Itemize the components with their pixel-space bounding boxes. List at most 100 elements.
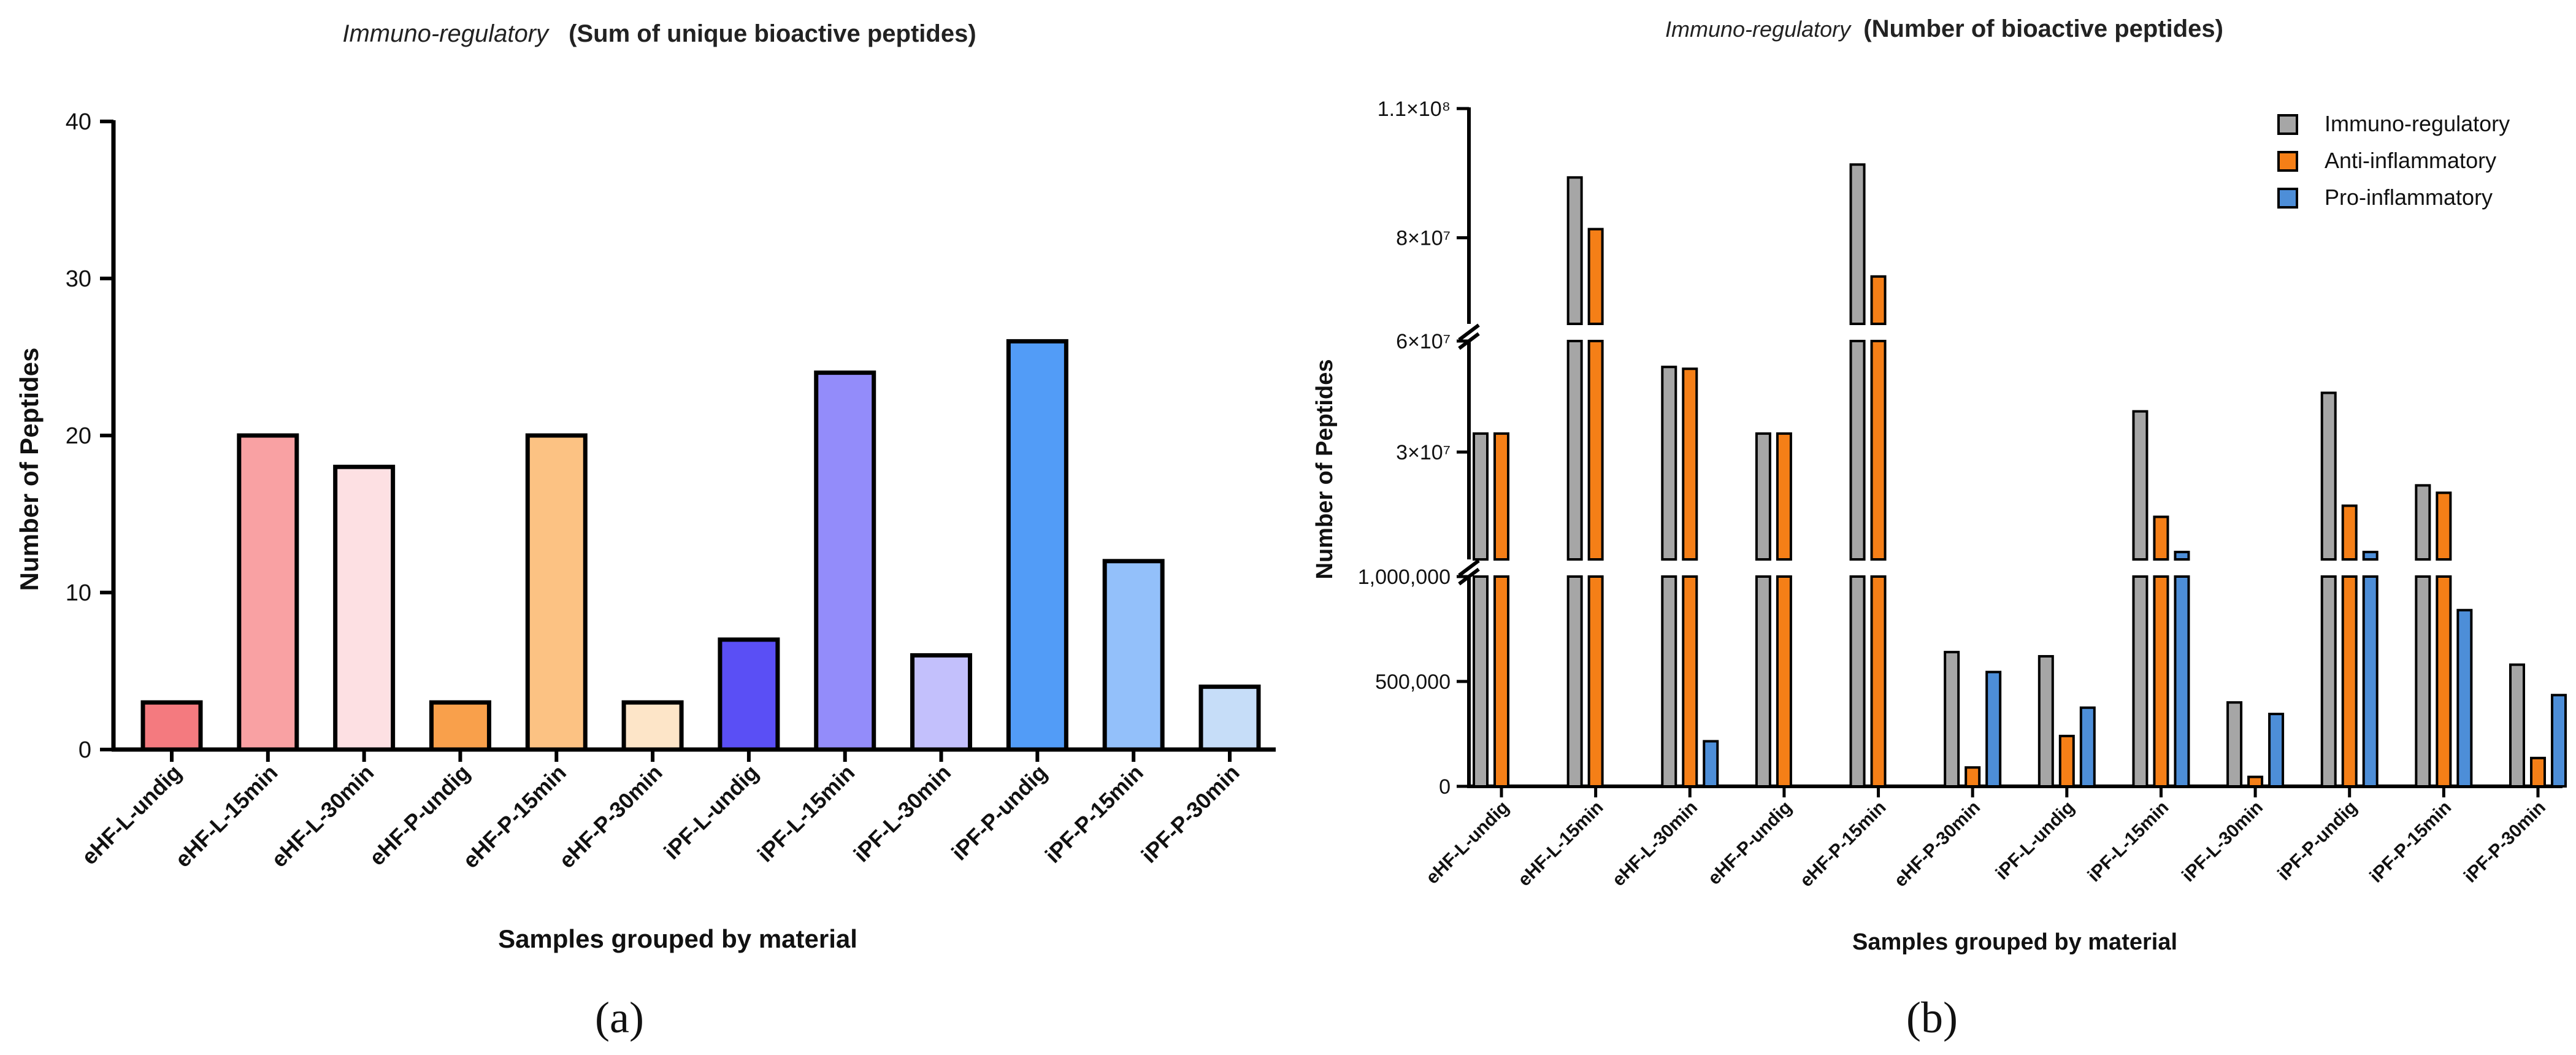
chart-b-y-tick-label: 6×10⁷: [1396, 330, 1451, 353]
chart-a-bar: [718, 637, 780, 752]
chart-b-bar-segment: [2153, 575, 2169, 788]
chart-b-bar: [1870, 275, 1887, 325]
chart-b-bar-segment: [1776, 575, 1792, 788]
chart-b-panel-label: (b): [1906, 993, 1958, 1042]
chart-a-y-tick-label: 20: [66, 423, 91, 449]
chart-b-x-tick-label: iPF-P-15min: [2366, 797, 2455, 887]
chart-a-x-tick-label: iPF-L-15min: [753, 760, 860, 867]
chart-b-x-tick-label: iPF-P-30min: [2460, 797, 2550, 887]
chart-a-x-tick-label: eHF-L-30min: [266, 760, 378, 872]
chart-a-title: Immuno-regulatory (Sum of unique bioacti…: [342, 20, 976, 47]
chart-b: Immuno-regulatory (Number of bioactive p…: [1312, 15, 2567, 1042]
chart-b-legend-swatch: [2277, 114, 2298, 135]
chart-b-axis-break-mark: [1458, 559, 1480, 577]
chart-b-bar-segment: [1682, 575, 1698, 788]
chart-b-bar: [2132, 410, 2149, 561]
chart-b-legend-label: Anti-inflammatory: [2325, 148, 2496, 173]
chart-b-bar: [1682, 367, 1698, 561]
chart-b-y-tick-label: 0: [1439, 775, 1451, 799]
chart-b-title-bold: (Number of bioactive peptides): [1863, 15, 2223, 42]
chart-b-bar-segment: [1566, 340, 1583, 561]
chart-a-y-tick-label: 0: [79, 737, 91, 763]
chart-b-bar-segment: [1755, 575, 1771, 788]
chart-a-y-tick-label: 40: [66, 109, 91, 135]
chart-a-x-label: Samples grouped by material: [498, 924, 857, 953]
chart-b-x-label: Samples grouped by material: [1852, 929, 2177, 955]
chart-b-bar: [2509, 663, 2525, 788]
chart-b-bar-segment: [2320, 575, 2337, 788]
chart-a-bar: [1198, 685, 1261, 752]
chart-a-title-bold: (Sum of unique bioactive peptides): [569, 20, 976, 47]
chart-b-bar-segment: [1870, 340, 1887, 561]
chart-a-x-tick-label: eHF-P-30min: [554, 760, 667, 873]
chart-b-y-tick-label: 8×10⁷: [1396, 227, 1451, 250]
chart-b-bar-segment: [1473, 575, 1489, 788]
chart-b-bar-segment: [1566, 575, 1583, 788]
chart-a-y-tick-label: 30: [66, 266, 91, 292]
chart-b-title-italic: Immuno-regulatory: [1665, 17, 1852, 42]
chart-b-bar: [2058, 734, 2075, 788]
chart-b-plot: 0 500,000 1,000,000 3×10⁷ 6×10⁷ 8×10⁷ 1.1×10⁸ e…: [1358, 98, 2567, 891]
chart-b-bar-segment: [1849, 340, 1866, 561]
chart-b-bar: [1755, 432, 1771, 561]
chart-b-bar: [1473, 432, 1489, 561]
chart-b-bar-segment: [1870, 575, 1887, 788]
chart-b-bar: [2551, 694, 2567, 788]
chart-b-legend-label: Immuno-regulatory: [2325, 111, 2510, 136]
chart-b-bar: [1849, 163, 1866, 325]
chart-a-y-label: Number of Peptides: [15, 348, 44, 591]
chart-b-y-label: Number of Peptides: [1312, 359, 1338, 580]
chart-a-bar: [525, 433, 588, 752]
chart-a-bar: [621, 700, 684, 752]
chart-b-legend-swatch: [2277, 151, 2298, 172]
chart-b-bar: [2268, 713, 2285, 788]
chart-b-bar-segment: [2341, 575, 2358, 788]
chart-a-y-tick-label: 10: [66, 580, 91, 606]
chart-a-x-tick-label: iPF-P-undig: [946, 760, 1052, 865]
chart-a-plot: 0 10 20 30 40 eHF-L-undigeHF-L-15mineHF-L-30m…: [66, 109, 1276, 873]
chart-a-bar: [237, 433, 299, 752]
chart-a: Immuno-regulatory (Sum of unique bioacti…: [15, 20, 1276, 1042]
chart-a-bar: [429, 700, 491, 752]
chart-b-axis-break-mark: [1458, 323, 1480, 342]
chart-b-bar-segment: [1849, 575, 1866, 788]
chart-b-bar-segment: [2436, 575, 2452, 788]
chart-b-bar: [2174, 550, 2190, 561]
chart-a-bar: [140, 700, 203, 752]
chart-a-bar: [910, 653, 973, 752]
chart-b-bar: [2153, 515, 2169, 561]
chart-a-x-tick-label: eHF-L-undig: [77, 760, 186, 870]
chart-b-bar: [2341, 504, 2358, 561]
chart-b-bar: [2415, 484, 2431, 561]
chart-b-bar-segment: [2132, 575, 2149, 788]
chart-b-bar: [2226, 701, 2243, 788]
chart-b-bar: [2247, 775, 2264, 788]
chart-b-y-tick-label: 1,000,000: [1358, 566, 1451, 589]
chart-b-bar: [2456, 608, 2473, 788]
chart-b-bar: [1566, 176, 1583, 325]
chart-a-x-tick-label: eHF-L-15min: [170, 760, 282, 872]
chart-a-bar: [1006, 339, 1068, 752]
chart-b-bar-segment: [1587, 340, 1604, 561]
chart-b-title: Immuno-regulatory (Number of bioactive p…: [1665, 15, 2223, 42]
chart-a-title-italic: Immuno-regulatory: [342, 20, 550, 47]
chart-a-panel-label: (a): [595, 993, 644, 1042]
chart-b-bar: [2079, 706, 2096, 788]
chart-b-bar: [1703, 740, 1719, 788]
chart-a-x-tick-label: iPF-L-30min: [849, 760, 956, 867]
chart-b-bar: [1587, 228, 1604, 325]
chart-b-bar: [1661, 366, 1677, 561]
chart-b-bar: [1493, 432, 1509, 561]
chart-a-x-tick-label: iPF-L-undig: [659, 760, 763, 864]
chart-b-y-tick-label: 1.1×10⁸: [1378, 98, 1451, 121]
chart-a-bar: [814, 370, 876, 752]
chart-b-bar: [2362, 550, 2379, 561]
chart-b-bar: [1985, 670, 2002, 788]
chart-b-legend: Immuno-regulatory Anti-inflammatory Pro-in…: [2277, 111, 2510, 210]
chart-b-x-tick-label: eHF-L-30min: [1608, 797, 1701, 891]
chart-b-bar: [2530, 756, 2546, 788]
chart-b-x-tick-label: eHF-P-15min: [1796, 797, 1890, 891]
chart-b-bar: [1944, 651, 1960, 788]
chart-b-bar: [2037, 654, 2054, 788]
